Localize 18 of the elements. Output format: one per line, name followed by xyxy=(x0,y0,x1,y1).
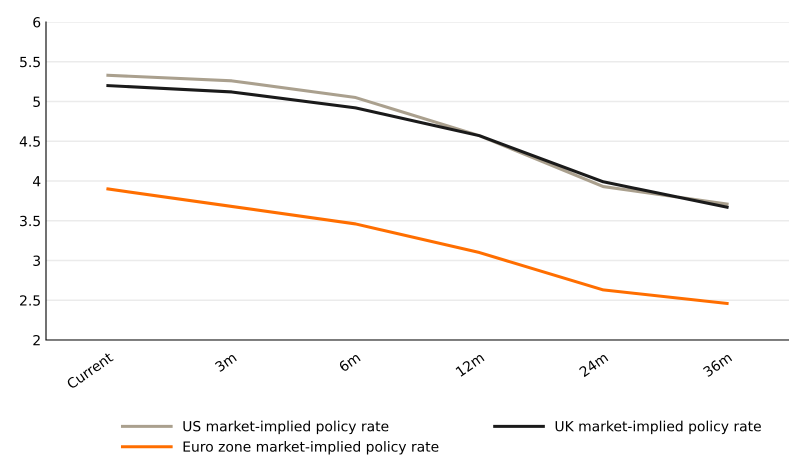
x-tick-label: 12m xyxy=(455,352,485,377)
legend-label: UK market-implied policy rate xyxy=(556,420,761,434)
x-tick-label: 24m xyxy=(578,352,608,378)
y-tick-label: 2.5 xyxy=(20,295,40,306)
x-tick-label: 3m xyxy=(214,352,237,372)
y-tick-label: 4.5 xyxy=(20,136,40,147)
line-series xyxy=(106,187,729,305)
x-tick-label: 36m xyxy=(702,352,732,378)
legend-label: Euro zone market-implied policy rate xyxy=(184,441,438,454)
y-tick-label: 5.5 xyxy=(20,56,40,68)
y-tick-label: 5 xyxy=(33,96,40,107)
legend-label: US market-implied policy rate xyxy=(183,420,388,434)
y-tick-label: 3.5 xyxy=(20,216,40,226)
y-tick-label: 6 xyxy=(33,16,40,28)
x-tick-label: 6m xyxy=(338,352,361,372)
y-tick-label: 3 xyxy=(33,255,40,266)
y-tick-label: 2 xyxy=(33,334,40,346)
y-tick-label: 4 xyxy=(32,176,40,186)
